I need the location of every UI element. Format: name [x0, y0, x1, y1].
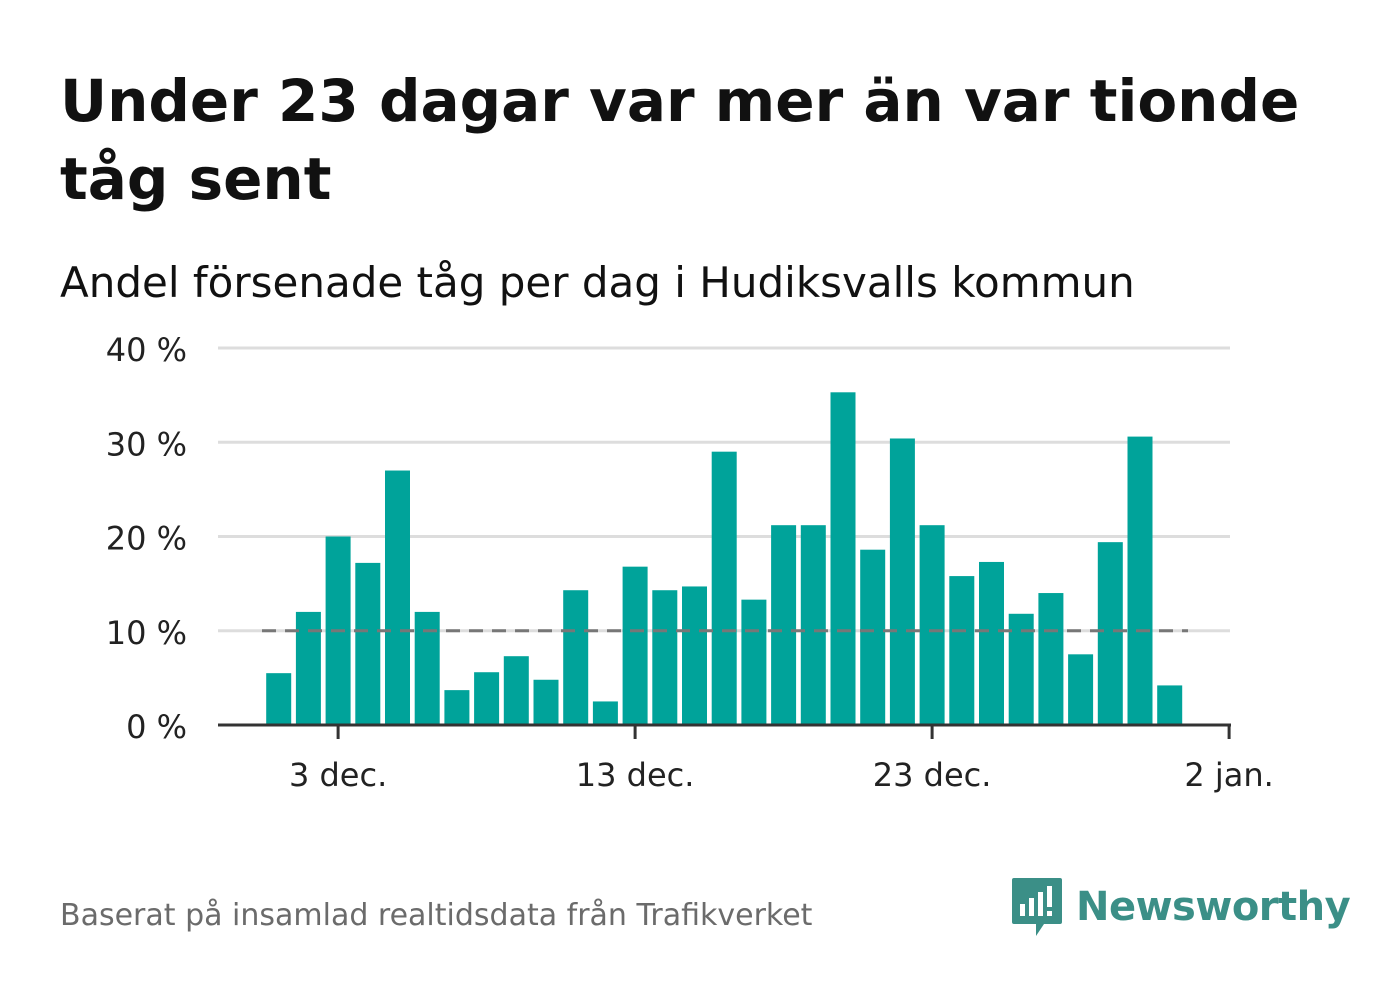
y-tick-label: 10 % — [106, 614, 187, 652]
bar — [444, 690, 470, 725]
bar — [1097, 542, 1123, 725]
brand-name: Newsworthy — [1076, 884, 1351, 930]
bar — [563, 590, 589, 725]
bar — [979, 561, 1004, 725]
bar — [503, 656, 529, 725]
bar — [830, 392, 856, 725]
bar — [1127, 436, 1153, 725]
bar — [414, 611, 440, 725]
bar — [741, 599, 767, 725]
bar — [889, 438, 915, 725]
chart-subtitle: Andel försenade tåg per dag i Hudiksvall… — [60, 258, 1135, 307]
bar — [949, 576, 975, 725]
bar — [682, 586, 707, 725]
bar — [533, 679, 559, 725]
x-tick-label: 23 dec. — [873, 756, 992, 794]
bar — [266, 673, 292, 725]
source-note: Baserat på insamlad realtidsdata från Tr… — [60, 898, 813, 933]
y-tick-label: 0 % — [126, 708, 187, 746]
bar-chart: 0 % 10 % 20 % 30 % 40 % 3 dec. 13 dec. 23 dec. 2… — [106, 331, 1274, 794]
bar — [474, 672, 500, 725]
bar — [1157, 685, 1183, 725]
bar — [1068, 654, 1094, 725]
bar — [592, 701, 618, 725]
brand-logo: Newsworthy — [1010, 876, 1351, 938]
x-tick-label: 13 dec. — [576, 756, 695, 794]
x-tick-label: 2 jan. — [1184, 756, 1273, 794]
bar — [1038, 593, 1064, 725]
bar — [771, 525, 797, 725]
x-tick-label: 3 dec. — [289, 756, 387, 794]
bar — [800, 525, 826, 725]
newsworthy-logo-icon — [1012, 878, 1062, 936]
bar — [355, 562, 381, 725]
y-tick-label: 20 % — [106, 520, 187, 558]
bar — [711, 451, 737, 725]
bar — [622, 566, 648, 725]
bar — [1008, 613, 1034, 725]
bar — [385, 470, 410, 725]
bar — [652, 590, 678, 725]
bar — [860, 549, 886, 725]
bar — [919, 525, 945, 725]
y-tick-label: 40 % — [106, 331, 187, 369]
y-tick-label: 30 % — [106, 425, 187, 463]
bar — [295, 611, 321, 725]
chart-title: Under 23 dagar var mer än var tionde tåg… — [60, 67, 1300, 213]
